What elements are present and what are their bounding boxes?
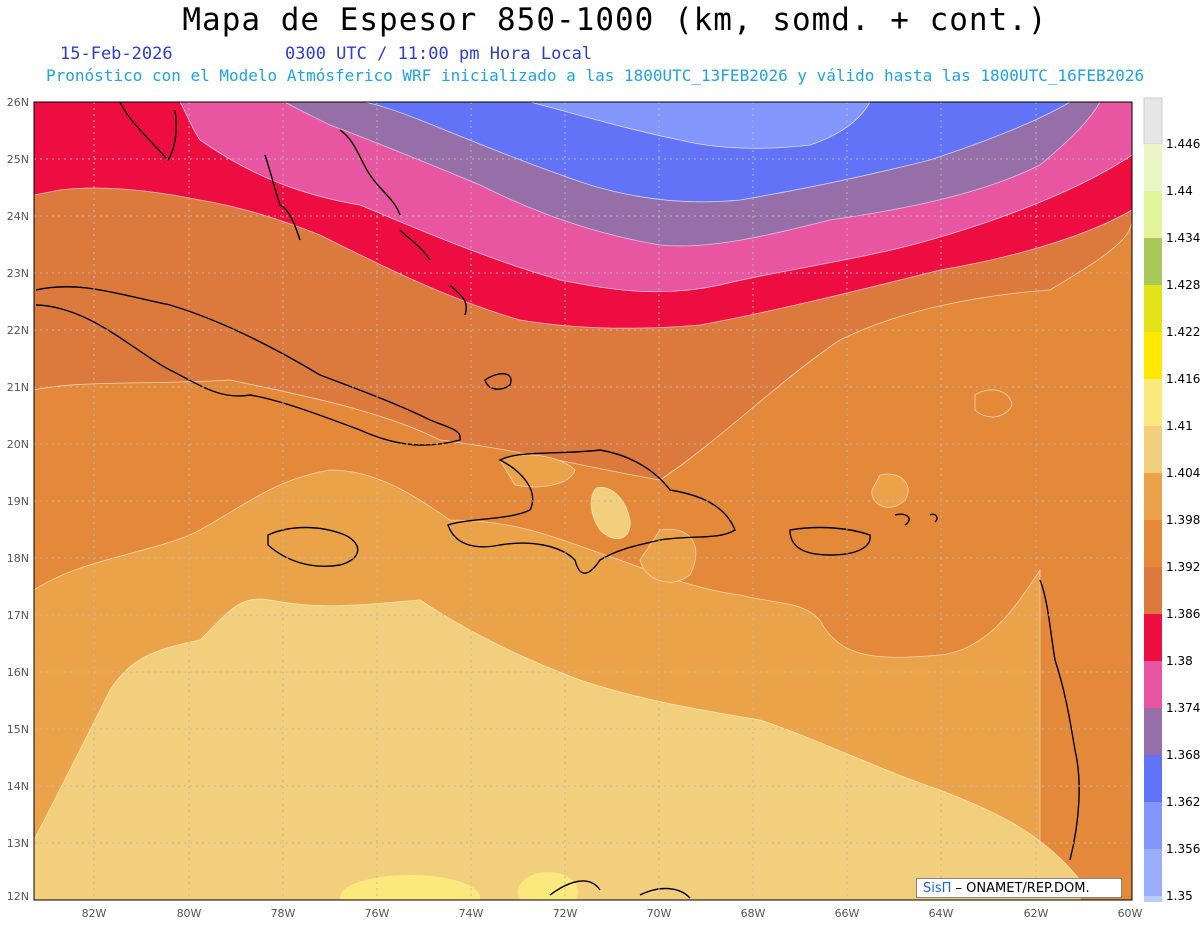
lat-tick-label: 21N <box>7 381 29 394</box>
colorbar-label: 1.41 <box>1166 419 1193 433</box>
lat-tick-label: 15N <box>7 723 29 736</box>
lat-tick-label: 14N <box>7 780 29 793</box>
coast-bahamas-b <box>339 129 401 216</box>
colorbar-label: 1.428 <box>1166 278 1200 292</box>
colorbar-label: 1.44 <box>1166 184 1193 198</box>
filled-contours <box>34 102 1132 900</box>
lat-tick-label: 16N <box>7 666 29 679</box>
lat-tick-label: 26N <box>7 96 29 109</box>
forecast-date: 15-Feb-2026 <box>60 44 173 64</box>
coast-florida <box>119 102 177 162</box>
lat-labels: 26N 25N 24N 23N 22N 21N 20N 19N 18N 17N … <box>7 96 29 903</box>
lat-tick-label: 22N <box>7 324 29 337</box>
colorbar-label: 1.368 <box>1166 748 1200 762</box>
colorbar-label: 1.35 <box>1166 889 1193 903</box>
colorbar-label: 1.398 <box>1166 513 1200 527</box>
band-1410 <box>34 598 1081 900</box>
map-frame <box>33 101 1133 901</box>
lon-tick-label: 72W <box>553 907 578 920</box>
lat-tick-label: 25N <box>7 153 29 166</box>
colorbar <box>1143 97 1163 902</box>
colorbar-label: 1.416 <box>1166 372 1200 386</box>
colorbar-label: 1.356 <box>1166 842 1200 856</box>
coast-bahamas-c <box>399 229 431 261</box>
patch-b <box>871 473 909 508</box>
coast-lesser-antilles <box>1039 579 1080 861</box>
coast-bahamas-a <box>264 154 301 241</box>
coastlines <box>35 102 1080 899</box>
coast-puertorico <box>789 526 871 556</box>
lon-tick-label: 78W <box>271 907 296 920</box>
lon-tick-label: 74W <box>459 907 484 920</box>
colorbar-label: 1.446 <box>1166 137 1200 151</box>
colorbar-label: 1.374 <box>1166 701 1200 715</box>
patch-e <box>639 528 697 583</box>
lat-tick-label: 12N <box>7 890 29 903</box>
coast-hispaniola <box>447 449 736 574</box>
coast-cuba <box>35 286 461 446</box>
colorbar-label: 1.362 <box>1166 795 1200 809</box>
patch-a <box>974 389 1013 418</box>
graticule <box>34 102 1132 900</box>
colorbar-label: 1.38 <box>1166 654 1193 668</box>
coast-bahamas-d <box>449 284 467 316</box>
lat-tick-label: 19N <box>7 495 29 508</box>
colorbar-label: 1.392 <box>1166 560 1200 574</box>
lon-tick-label: 60W <box>1118 907 1143 920</box>
colorbar-labels: 1.446 1.44 1.434 1.428 1.422 1.416 1.41 … <box>1166 137 1200 903</box>
coast-bahamas-e <box>484 373 512 390</box>
lon-tick-label: 66W <box>835 907 860 920</box>
coast-venezuela <box>549 880 691 899</box>
colorbar-label: 1.404 <box>1166 466 1200 480</box>
colorbar-label: 1.434 <box>1166 231 1200 245</box>
lat-tick-label: 23N <box>7 267 29 280</box>
lon-tick-label: 76W <box>365 907 390 920</box>
patch-c <box>590 487 631 540</box>
lon-tick-label: 62W <box>1024 907 1049 920</box>
credit-brand: SisΠ <box>923 881 952 896</box>
colorbar-label: 1.422 <box>1166 325 1200 339</box>
colorbar-label: 1.386 <box>1166 607 1200 621</box>
band-1416-a <box>340 875 480 900</box>
lat-tick-label: 20N <box>7 438 29 451</box>
lon-labels: 82W 80W 78W 76W 74W 72W 70W 68W 66W 64W … <box>82 907 1143 920</box>
lon-tick-label: 64W <box>929 907 954 920</box>
lon-tick-label: 82W <box>82 907 107 920</box>
model-info: Pronóstico con el Modelo Atmósferico WRF… <box>46 66 1145 85</box>
lon-tick-label: 68W <box>741 907 766 920</box>
lat-tick-label: 24N <box>7 210 29 223</box>
lat-tick-label: 13N <box>7 837 29 850</box>
lon-tick-label: 80W <box>177 907 202 920</box>
map-title: Mapa de Espesor 850-1000 (km, somd. + co… <box>182 2 1048 38</box>
band-1362 <box>529 102 871 149</box>
credit-box: SisΠ – ONAMET/REP.DOM. <box>916 878 1122 898</box>
credit-text: – ONAMET/REP.DOM. <box>951 881 1090 896</box>
band-1416-b <box>518 872 578 900</box>
forecast-time: 0300 UTC / 11:00 pm Hora Local <box>285 44 593 64</box>
band-1368 <box>364 102 1071 203</box>
coast-vi <box>894 513 938 526</box>
coast-jamaica <box>267 526 359 567</box>
lon-tick-label: 70W <box>647 907 672 920</box>
lat-tick-label: 18N <box>7 552 29 565</box>
lat-tick-label: 17N <box>7 609 29 622</box>
